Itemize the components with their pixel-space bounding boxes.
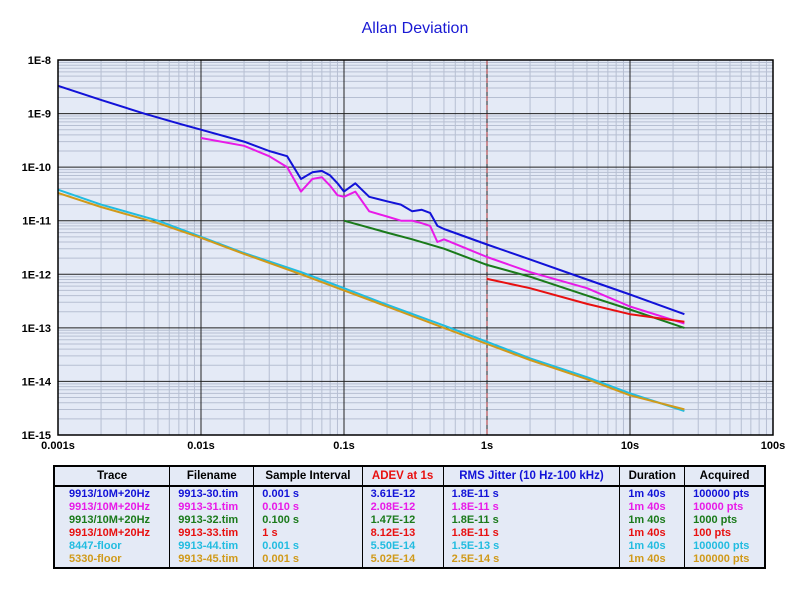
legend-cell: 1m 40s [619,552,685,568]
legend-header-cell: Sample Interval [253,466,363,487]
legend-cell: 1000 pts [684,513,765,526]
legend-cell: 2.08E-12 [361,500,444,513]
legend-cell: 1.5E-13 s [442,539,620,552]
y-tick-label: 1E-13 [22,323,51,335]
legend-cell: 0.100 s [253,513,363,526]
y-tick-label: 1E-15 [22,430,51,442]
y-tick-label: 1E-10 [22,162,51,174]
series-line-2 [200,137,685,325]
legend-cell: 1.8E-11 s [442,486,620,500]
legend-row: 9913/10M+20Hz 9913-32.tim 0.100 s 1.47E-12 1… [54,513,765,526]
legend-cell: 9913/10M+20Hz [69,487,151,500]
x-axis-ticks: 0.001s 0.01s 0.1s 1s 10s 100s [41,440,785,452]
legend-cell: 0.001 s [253,539,363,552]
y-axis-ticks: 1E-15 1E-14 1E-13 1E-12 1E-11 1E-10 1E-9 1E-8 [22,55,52,442]
y-tick-label: 1E-8 [28,55,51,67]
y-tick-label: 1E-12 [22,269,51,281]
legend-cell: 5.02E-14 [361,552,444,568]
legend-header-cell: Duration [619,466,685,487]
legend-header-cell: RMS Jitter (10 Hz-100 kHz) [442,466,620,487]
x-tick-label: 0.01s [187,440,215,452]
legend-cell: 0.010 s [253,500,363,513]
legend-cell: 8.12E-13 [361,526,444,539]
legend-cell: 1.8E-11 s [442,526,620,539]
series-line-3 [343,219,685,329]
legend-header-cell: Filename [169,466,254,487]
legend-cell: 9913-30.tim [169,486,254,500]
series-line-4 [486,277,685,323]
x-tick-label: 1s [481,440,493,452]
legend-cell: 0.001 s [253,552,363,568]
minor-grid [58,60,773,435]
legend-cell: 9913/10M+20Hz [69,526,151,539]
series-line-6 [57,191,685,411]
series-line-1 [57,84,685,316]
y-tick-label: 1E-14 [22,376,52,388]
allan-deviation-chart: Allan Deviation 0.001s 0.01s 0.1s 1s 10s 100s… [22,20,786,452]
legend-cell: 5330-floor [69,552,122,565]
legend-header-cell: Trace [54,466,170,487]
legend-cell: 100000 pts [684,539,765,552]
legend-cell: 9913-31.tim [169,500,254,513]
legend-cell: 1m 40s [619,513,685,526]
legend-cell: 5.50E-14 [361,539,444,552]
legend-cell: 100000 pts [684,486,765,500]
legend-cell: 1.8E-11 s [442,500,620,513]
legend-cell: 9913/10M+20Hz [69,513,151,526]
legend-cell: 3.61E-12 [361,486,444,500]
legend-cell: 100000 pts [684,552,765,568]
legend-cell: 9913-44.tim [169,539,254,552]
legend-body: 9913/10M+20Hz 9913-30.tim 0.001 s 3.61E-12 1… [54,486,765,568]
plot-frame [57,59,774,436]
legend-row: 9913/10M+20Hz 9913-33.tim 1 s 8.12E-13 1.8E-… [54,526,765,539]
series-layer [57,84,685,412]
legend-cell: 9913-32.tim [169,513,254,526]
legend-cell: 10000 pts [684,500,765,513]
legend-cell: 100 pts [684,526,765,539]
x-tick-label: 10s [621,440,639,452]
legend-cell: 1.8E-11 s [442,513,620,526]
legend-row: 8447-floor 9913-44.tim 0.001 s 5.50E-14 1.5E… [54,539,765,552]
legend-cell: 9913-33.tim [169,526,254,539]
y-tick-label: 1E-11 [22,216,51,228]
legend-cell: 0.001 s [253,486,363,500]
legend-row: 9913/10M+20Hz 9913-30.tim 0.001 s 3.61E-12 1… [54,486,765,500]
y-tick-label: 1E-9 [28,109,51,121]
legend-header-cell: ADEV at 1s [361,466,444,487]
x-tick-label: 100s [761,440,785,452]
legend-cell: 1m 40s [619,486,685,500]
legend-header-row: Trace Filename Sample Interval ADEV at 1s RM… [54,466,765,487]
legend-cell: 1m 40s [619,539,685,552]
x-tick-label: 0.001s [41,440,75,452]
legend-cell: 1m 40s [619,526,685,539]
legend-header-cell: Acquired [684,466,765,487]
legend-cell: 9913/10M+20Hz [69,500,151,513]
series-line-5 [57,188,685,412]
x-tick-label: 0.1s [333,440,354,452]
legend-cell: 1m 40s [619,500,685,513]
legend-cell: 9913-45.tim [169,552,254,568]
legend-cell: 8447-floor [69,539,122,552]
legend-row: 9913/10M+20Hz 9913-31.tim 0.010 s 2.08E-12 1… [54,500,765,513]
chart-title: Allan Deviation [362,20,469,37]
legend-cell: 2.5E-14 s [442,552,620,568]
legend-row: 5330-floor 9913-45.tim 0.001 s 5.02E-14 2.5E… [54,552,765,568]
legend-table: Trace Filename Sample Interval ADEV at 1s RM… [53,465,766,569]
legend-cell: 1 s [253,526,363,539]
legend-cell: 1.47E-12 [361,513,444,526]
